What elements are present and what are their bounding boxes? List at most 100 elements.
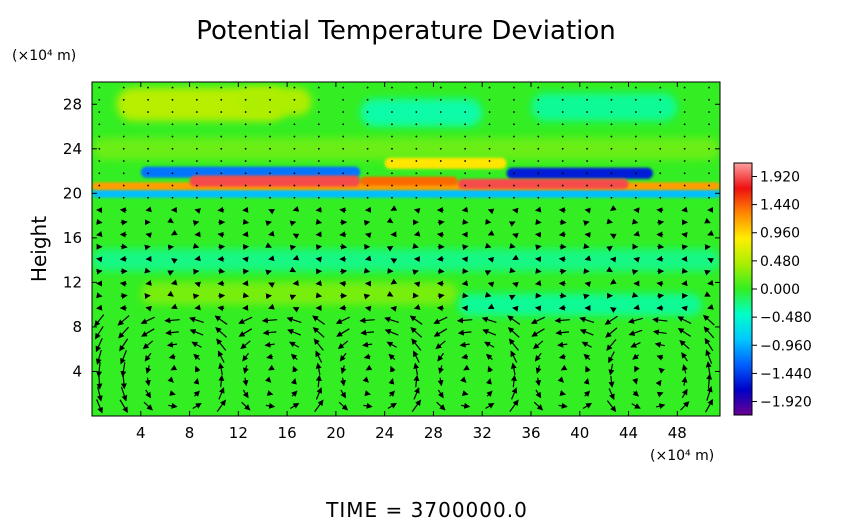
wind-vector	[217, 206, 225, 213]
wind-vector	[242, 256, 249, 263]
wind-vector	[507, 327, 520, 338]
wind-vector	[220, 123, 223, 126]
wind-vector	[606, 400, 617, 413]
wind-vector	[317, 160, 320, 162]
wind-vector	[583, 293, 590, 300]
wind-vector	[391, 111, 393, 113]
wind-vector	[195, 123, 198, 126]
wind-vector	[488, 184, 491, 187]
wind-vector	[634, 160, 637, 162]
wind-vector	[244, 160, 247, 162]
wind-vector	[118, 326, 129, 339]
wind-vector	[98, 111, 101, 113]
field-patch	[530, 93, 678, 121]
wind-vector	[192, 242, 200, 249]
wind-vector	[534, 280, 542, 286]
wind-vector	[171, 111, 174, 113]
wind-vector	[293, 111, 296, 113]
wind-vector	[487, 230, 495, 236]
wind-vector	[608, 388, 615, 401]
wind-vector	[96, 292, 103, 299]
wind-vector	[610, 205, 617, 212]
wind-vector	[391, 184, 393, 187]
wind-vector	[215, 327, 227, 338]
wind-vector	[703, 326, 715, 339]
wind-vector	[512, 232, 519, 239]
wind-vector	[708, 172, 710, 175]
wind-vector	[122, 184, 125, 187]
wind-vector	[220, 196, 223, 199]
field-patch	[92, 249, 720, 272]
wind-vector	[144, 267, 151, 274]
wind-vector	[384, 329, 399, 336]
wind-vector	[290, 353, 298, 361]
wind-vector	[631, 292, 639, 298]
wind-vector	[659, 196, 662, 199]
wind-vector	[386, 217, 394, 224]
wind-vector	[391, 147, 393, 150]
wind-vector	[195, 184, 198, 187]
wind-vector	[315, 387, 323, 400]
wind-vector	[586, 184, 588, 187]
wind-vector	[633, 304, 640, 311]
wind-vector	[96, 256, 103, 263]
wind-vector	[656, 280, 664, 287]
wind-vector	[220, 135, 223, 138]
wind-vector	[315, 374, 322, 388]
plot-frame	[91, 81, 721, 417]
wind-vector	[610, 86, 613, 89]
wind-vector	[147, 147, 149, 150]
wind-vector	[610, 160, 613, 162]
wind-vector	[366, 86, 369, 89]
wind-vector	[98, 98, 101, 101]
wind-vector	[268, 282, 275, 288]
wind-vector	[120, 219, 128, 226]
wind-vector	[656, 391, 664, 398]
wind-vector	[171, 258, 178, 264]
wind-vector	[240, 340, 251, 350]
wind-vector	[317, 172, 320, 175]
wind-vector	[94, 326, 104, 340]
wind-vector	[537, 160, 540, 162]
wind-vector	[537, 147, 540, 150]
wind-vector	[484, 341, 495, 348]
wind-vector	[218, 362, 225, 376]
wind-vector	[342, 111, 345, 113]
wind-vector	[242, 377, 249, 387]
field-patch	[92, 188, 720, 198]
wind-vector	[608, 376, 615, 388]
wind-vector	[532, 340, 544, 350]
wind-vector	[218, 292, 226, 299]
wind-vector	[513, 111, 515, 113]
wind-vector	[679, 339, 690, 350]
wind-vector	[193, 353, 201, 361]
wind-vector	[340, 365, 347, 374]
wind-vector	[98, 147, 101, 150]
wind-vector	[269, 86, 271, 89]
wind-vector	[708, 98, 710, 101]
wind-vector	[312, 327, 325, 338]
wind-vector	[317, 111, 320, 113]
wind-vector	[391, 135, 393, 138]
wind-vector	[289, 266, 297, 273]
wind-vector	[561, 123, 564, 126]
wind-vector	[269, 184, 271, 187]
wind-vector	[147, 123, 149, 126]
wind-vector	[413, 230, 421, 237]
x-tick-label: 44	[619, 424, 638, 442]
wind-vector	[336, 328, 350, 337]
wind-vector	[608, 351, 615, 364]
wind-vector	[189, 316, 204, 323]
wind-vector	[391, 86, 393, 89]
wind-vector	[315, 244, 323, 251]
colorbar-rect	[733, 162, 753, 416]
wind-vector	[555, 329, 570, 336]
wind-vector	[586, 111, 588, 113]
wind-vector	[681, 244, 689, 251]
wind-vector	[437, 268, 445, 275]
wind-vector	[339, 352, 347, 362]
wind-vector	[627, 317, 643, 324]
wind-vector	[314, 399, 324, 413]
wind-vector	[464, 184, 467, 187]
wind-vector	[683, 135, 686, 138]
